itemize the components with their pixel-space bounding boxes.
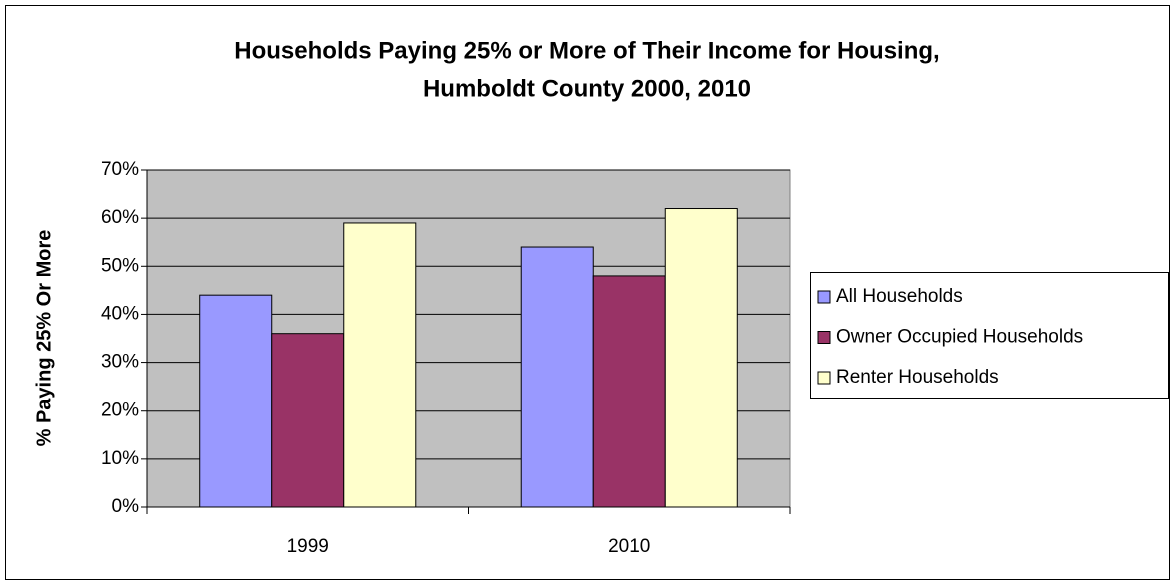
chart-title: Households Paying 25% or More of Their I… bbox=[234, 37, 939, 64]
legend-swatch bbox=[817, 331, 831, 344]
chart-title: Humboldt County 2000, 2010 bbox=[423, 75, 751, 102]
bar bbox=[343, 222, 417, 508]
bar bbox=[271, 333, 345, 508]
y-axis-label: % Paying 25% Or More bbox=[33, 230, 55, 447]
bar bbox=[592, 275, 666, 508]
legend-label: Renter Households bbox=[836, 367, 999, 388]
x-tick-label: 1999 bbox=[287, 536, 329, 557]
y-tick-label: 20% bbox=[101, 400, 139, 421]
legend bbox=[810, 272, 1169, 399]
legend-swatch bbox=[817, 290, 831, 304]
y-tick-label: 10% bbox=[101, 448, 139, 469]
bar bbox=[664, 208, 738, 508]
y-tick-label: 60% bbox=[101, 207, 139, 228]
y-tick-label: 30% bbox=[101, 352, 139, 373]
y-tick-label: 40% bbox=[101, 303, 139, 324]
legend-label: Owner Occupied Households bbox=[836, 327, 1083, 348]
bar bbox=[199, 294, 273, 508]
y-tick-label: 70% bbox=[101, 159, 139, 180]
legend-swatch bbox=[817, 371, 831, 385]
x-tick-label: 2010 bbox=[608, 536, 650, 557]
legend-label: All Households bbox=[836, 286, 963, 307]
bar bbox=[520, 246, 594, 508]
y-tick-label: 0% bbox=[112, 496, 140, 517]
y-tick-label: 50% bbox=[101, 255, 139, 276]
